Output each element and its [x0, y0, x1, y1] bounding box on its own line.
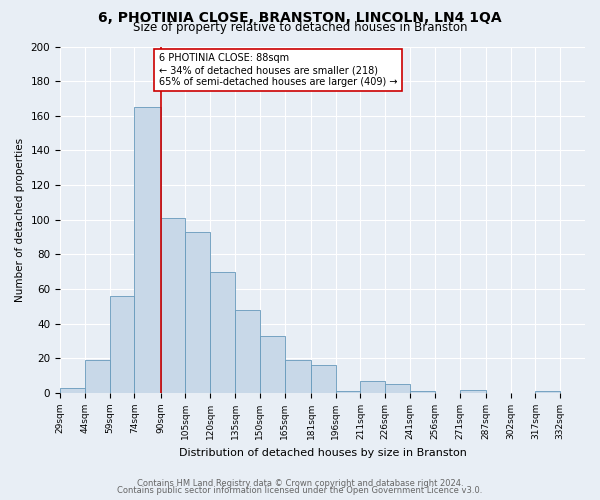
Y-axis label: Number of detached properties: Number of detached properties: [15, 138, 25, 302]
Text: Size of property relative to detached houses in Branston: Size of property relative to detached ho…: [133, 22, 467, 35]
Bar: [311, 366, 336, 393]
Text: Contains HM Land Registry data © Crown copyright and database right 2024.: Contains HM Land Registry data © Crown c…: [137, 478, 463, 488]
Bar: [410, 392, 435, 393]
Bar: [260, 336, 284, 393]
Bar: [284, 360, 311, 393]
Bar: [60, 388, 85, 393]
X-axis label: Distribution of detached houses by size in Branston: Distribution of detached houses by size …: [179, 448, 466, 458]
Text: 6, PHOTINIA CLOSE, BRANSTON, LINCOLN, LN4 1QA: 6, PHOTINIA CLOSE, BRANSTON, LINCOLN, LN…: [98, 11, 502, 25]
Bar: [134, 107, 161, 393]
Bar: [336, 392, 361, 393]
Text: 6 PHOTINIA CLOSE: 88sqm
← 34% of detached houses are smaller (218)
65% of semi-d: 6 PHOTINIA CLOSE: 88sqm ← 34% of detache…: [159, 54, 398, 86]
Bar: [535, 392, 560, 393]
Bar: [460, 390, 486, 393]
Bar: [385, 384, 410, 393]
Bar: [85, 360, 110, 393]
Bar: [210, 272, 235, 393]
Bar: [185, 232, 210, 393]
Bar: [235, 310, 260, 393]
Bar: [110, 296, 134, 393]
Bar: [361, 381, 385, 393]
Bar: [161, 218, 185, 393]
Text: Contains public sector information licensed under the Open Government Licence v3: Contains public sector information licen…: [118, 486, 482, 495]
